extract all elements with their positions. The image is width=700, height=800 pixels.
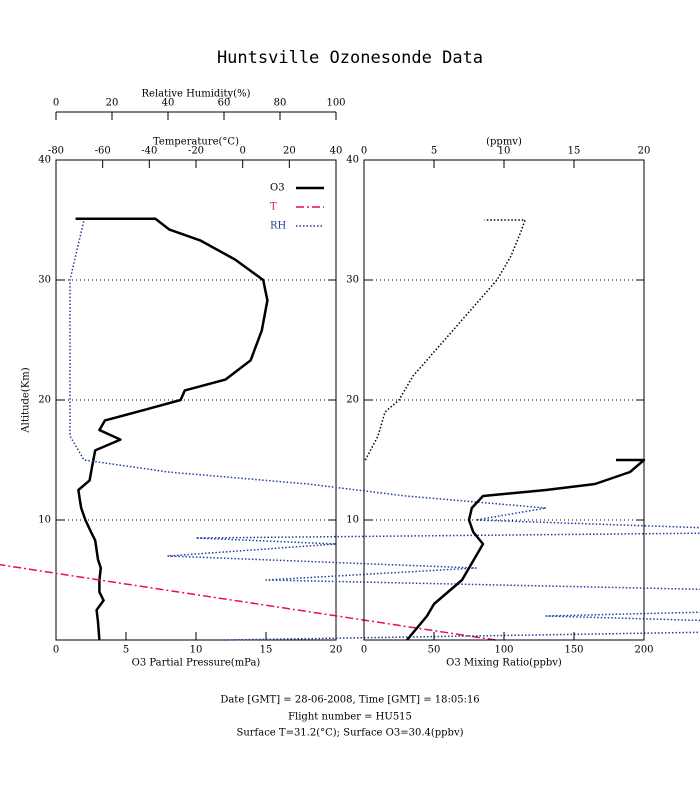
- legend-label: RH: [270, 221, 287, 232]
- footer-line: Flight number = HU515: [288, 712, 412, 723]
- top-axis-label: Relative Humidity(%): [142, 89, 251, 100]
- x-tick-label: 0: [361, 645, 367, 656]
- y-tick-label: 40: [38, 155, 51, 166]
- legend-label: O3: [270, 183, 285, 194]
- top-tick-label: -80: [48, 146, 64, 157]
- top-tick-label: 20: [106, 98, 119, 109]
- top-tick-label: 40: [330, 146, 343, 157]
- y-tick-label: 10: [346, 515, 359, 526]
- profile-line: [75, 217, 269, 641]
- y-tick-label: 20: [346, 395, 359, 406]
- x-tick-label: 200: [634, 645, 653, 656]
- top-tick-label: 20: [283, 146, 296, 157]
- top-tick-label: 5: [431, 146, 437, 157]
- x-tick-label: 0: [53, 645, 59, 656]
- top-tick-label: 20: [638, 146, 651, 157]
- top-tick-label: 40: [162, 98, 175, 109]
- top-tick-label: 0: [361, 146, 367, 157]
- x-tick-label: 15: [260, 645, 273, 656]
- top-tick-label: 0: [239, 146, 245, 157]
- top-tick-label: 100: [326, 98, 345, 109]
- profile-line: [406, 458, 646, 641]
- top-tick-label: 60: [218, 98, 231, 109]
- y-tick-label: 40: [346, 155, 359, 166]
- x-tick-label: 50: [428, 645, 441, 656]
- top-tick-label: 0: [53, 98, 59, 109]
- top-tick-label: -60: [95, 146, 111, 157]
- top-tick-label: 80: [274, 98, 287, 109]
- profile-line: [69, 219, 700, 641]
- top-tick-label: 10: [498, 146, 511, 157]
- x-axis-label: O3 Partial Pressure(mPa): [132, 658, 261, 669]
- y-tick-label: 20: [38, 395, 51, 406]
- footer-line: Date [GMT] = 28-06-2008, Time [GMT] = 18…: [220, 695, 479, 706]
- top-axis-label: Temperature(°C): [153, 137, 239, 148]
- x-tick-label: 5: [123, 645, 129, 656]
- x-axis-label: O3 Mixing Ratio(ppbv): [446, 658, 562, 669]
- top-tick-label: 15: [568, 146, 581, 157]
- top-tick-label: -40: [141, 146, 157, 157]
- profile-line: [364, 219, 526, 461]
- y-tick-label: 30: [38, 275, 51, 286]
- y-axis-label: Altitude(Km): [21, 367, 32, 433]
- x-tick-label: 10: [190, 645, 203, 656]
- y-tick-label: 10: [38, 515, 51, 526]
- footer-line: Surface T=31.2(°C); Surface O3=30.4(ppbv…: [236, 728, 463, 739]
- page-title: Huntsville Ozonesonde Data: [217, 48, 483, 68]
- top-axis-label: (ppmv): [486, 137, 522, 148]
- x-tick-label: 100: [494, 645, 513, 656]
- legend-label: T: [270, 202, 277, 213]
- x-tick-label: 20: [330, 645, 343, 656]
- top-tick-label: -20: [188, 146, 204, 157]
- profile-line: [0, 563, 496, 641]
- y-tick-label: 30: [346, 275, 359, 286]
- x-tick-label: 150: [564, 645, 583, 656]
